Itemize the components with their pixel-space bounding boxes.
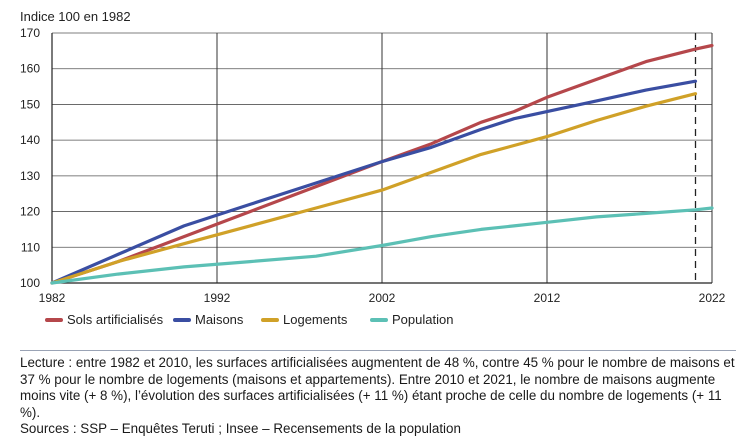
- series-line-2: [50, 79, 698, 285]
- y-tick-label-170: 170: [20, 26, 40, 40]
- series-line-1: [50, 43, 714, 285]
- series-lines: [50, 43, 714, 285]
- y-axis-label: Indice 100 en 1982: [20, 9, 131, 24]
- y-tick-label-150: 150: [20, 97, 40, 111]
- series-line-3: [50, 92, 698, 285]
- tick-labels: 100 110 120 130 140 150 160 170 1982 1992 2002 2012…: [20, 26, 726, 305]
- legend: Sols artificialisés Maisons Logements Popul…: [45, 312, 453, 327]
- x-tick-label-1982: 1982: [39, 291, 66, 305]
- gridlines: [51, 32, 713, 284]
- y-tick-label-110: 110: [21, 240, 40, 254]
- x-tick-label-2002: 2002: [369, 291, 396, 305]
- series-line-4: [50, 206, 714, 285]
- notes-block: Lecture : entre 1982 et 2010, les surfac…: [20, 350, 736, 438]
- legend-label-3: Logements: [283, 312, 348, 327]
- axes: [51, 33, 712, 284]
- y-tick-label-120: 120: [20, 205, 40, 219]
- legend-label-4: Population: [392, 312, 453, 327]
- legend-label-1: Sols artificialisés: [67, 312, 164, 327]
- y-tick-label-160: 160: [20, 62, 40, 76]
- legend-label-2: Maisons: [195, 312, 244, 327]
- x-tick-label-2012: 2012: [534, 291, 561, 305]
- reading-note: Lecture : entre 1982 et 2010, les surfac…: [20, 355, 735, 420]
- x-tick-label-2022: 2022: [699, 291, 726, 305]
- y-tick-label-130: 130: [20, 169, 40, 183]
- sources-note: Sources : SSP – Enquêtes Teruti ; Insee …: [20, 421, 461, 436]
- line-chart: Indice 100 en 1982 100 110 120 130 140 150 160…: [20, 9, 726, 327]
- y-tick-label-100: 100: [20, 276, 40, 290]
- x-tick-label-1992: 1992: [204, 291, 231, 305]
- y-tick-label-140: 140: [20, 133, 40, 147]
